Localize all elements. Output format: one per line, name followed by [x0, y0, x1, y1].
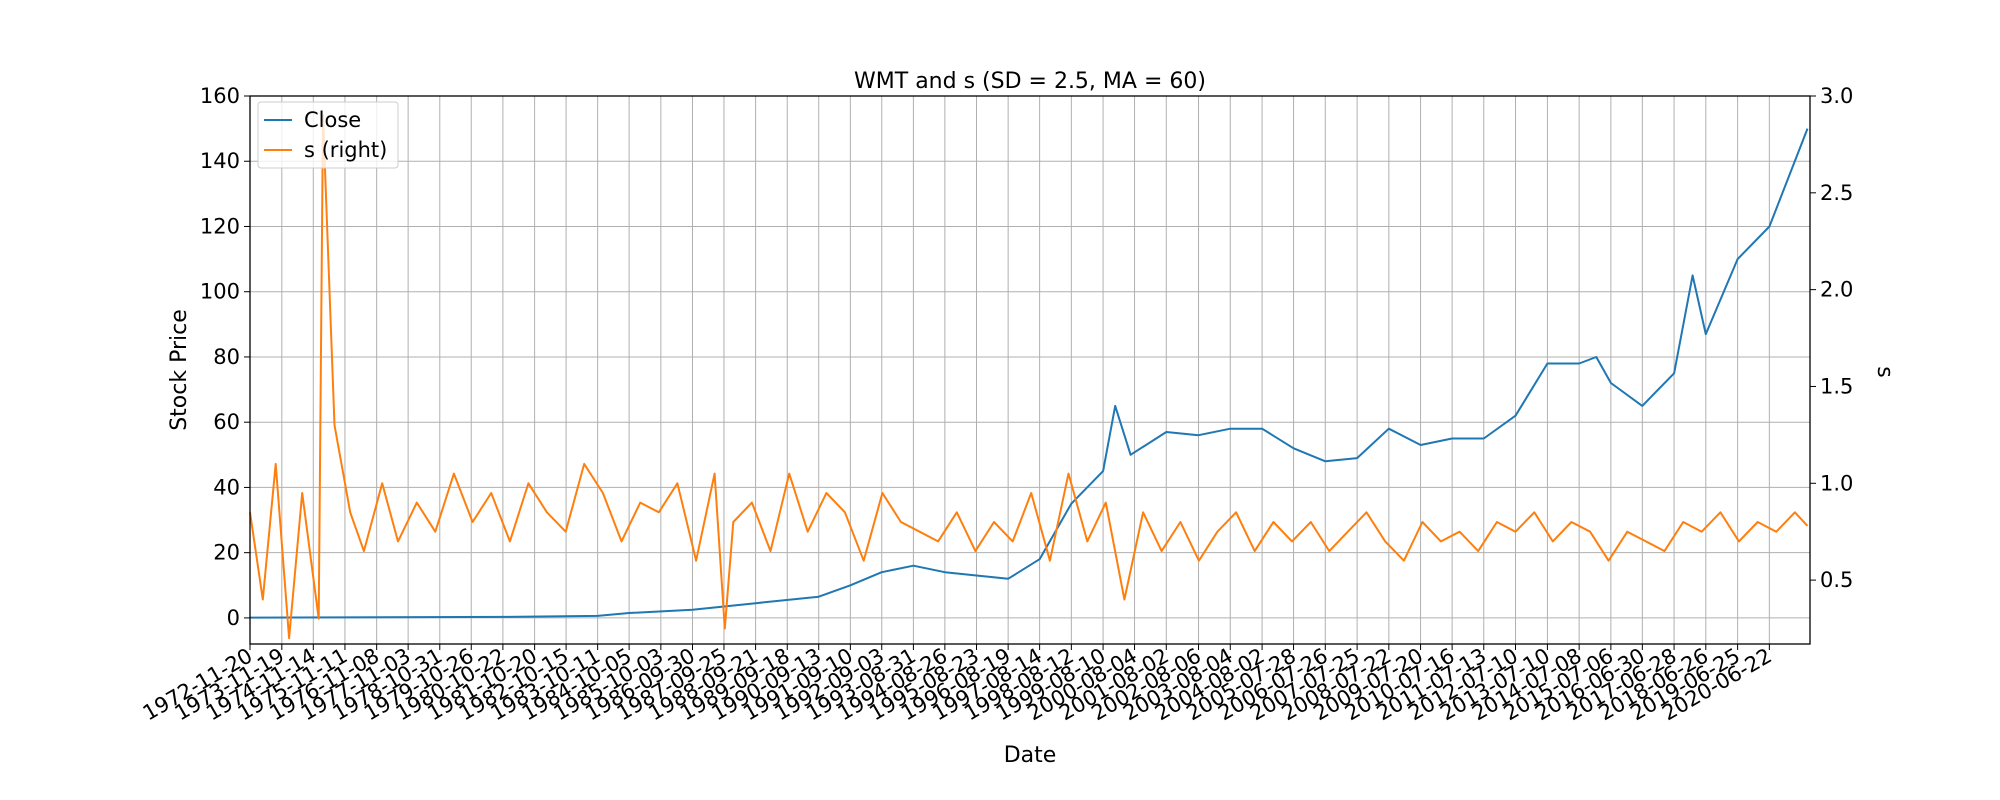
- y-left-tick-label: 40: [213, 475, 240, 499]
- x-axis-label: Date: [1004, 743, 1057, 768]
- plot-series: [249, 114, 1809, 640]
- chart-title: WMT and s (SD = 2.5, MA = 60): [854, 69, 1206, 94]
- x-axis: 1972-11-201973-11-191974-11-141975-11-11…: [139, 644, 1776, 726]
- y-axis-right-label: s: [1872, 366, 1897, 377]
- y-right-tick-label: 0.5: [1820, 568, 1853, 592]
- legend: Close s (right): [257, 101, 399, 169]
- y-left-tick-label: 100: [200, 280, 240, 304]
- series-line-s: [249, 114, 1809, 640]
- y-axis-right: 0.5 1.0 1.5 2.0 2.5 3.0: [1810, 84, 1853, 592]
- y-axis-left: 0 20 40 60 80 100 120 140 160: [200, 84, 250, 630]
- legend-label-s: s (right): [304, 138, 387, 162]
- y-right-tick-label: 2.0: [1820, 278, 1853, 302]
- plot-frame: [249, 95, 1811, 645]
- y-axis-left-label: Stock Price: [167, 309, 192, 431]
- y-left-tick-label: 80: [213, 345, 240, 369]
- y-right-tick-label: 1.0: [1820, 471, 1853, 495]
- legend-box: [257, 101, 399, 169]
- y-right-tick-label: 3.0: [1820, 84, 1853, 108]
- legend-label-close: Close: [304, 108, 361, 132]
- y-right-tick-label: 1.5: [1820, 374, 1853, 398]
- y-left-tick-label: 120: [200, 214, 240, 238]
- y-left-tick-label: 140: [200, 149, 240, 173]
- y-left-tick-label: 20: [213, 541, 240, 565]
- y-left-tick-label: 0: [227, 606, 240, 630]
- series-line-close: [249, 128, 1809, 619]
- y-left-tick-label: 160: [200, 84, 240, 108]
- y-right-tick-label: 2.5: [1820, 181, 1853, 205]
- y-left-tick-label: 60: [213, 410, 240, 434]
